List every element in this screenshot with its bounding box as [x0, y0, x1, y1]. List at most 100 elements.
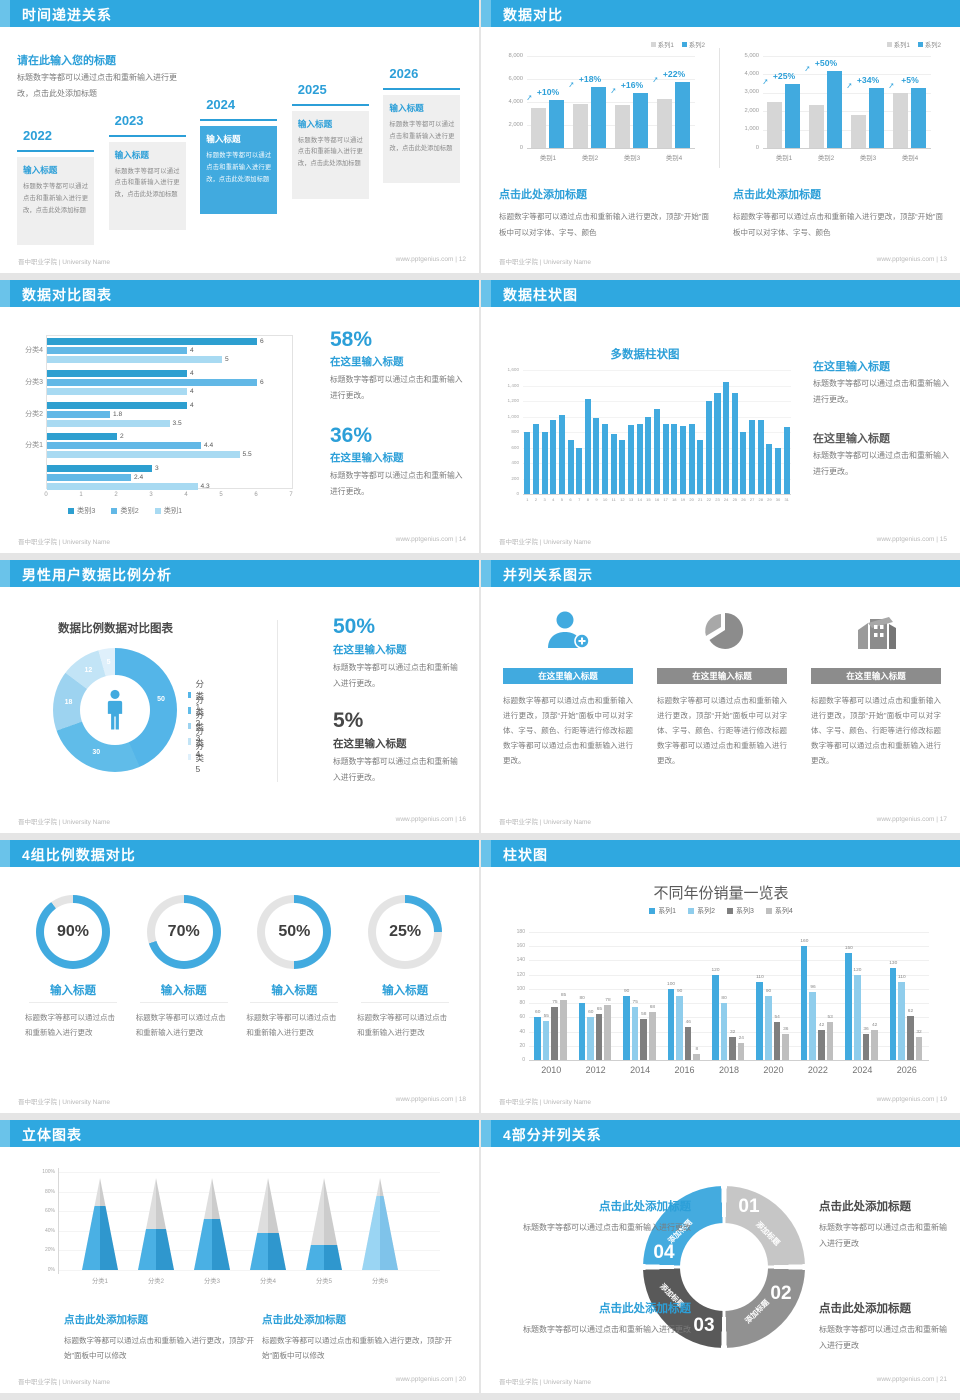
value-label: 68 — [649, 1004, 656, 1010]
chart-title: 不同年份销量一览表 — [653, 885, 789, 902]
stat-percent: 5% — [333, 709, 364, 732]
bar — [826, 1022, 834, 1060]
bar — [782, 1034, 789, 1060]
bar — [653, 408, 660, 494]
legend-swatch — [188, 707, 192, 714]
y-axis-label: 2,000 — [508, 121, 523, 128]
bar — [740, 432, 747, 494]
timeline-year-underline — [200, 119, 278, 121]
ring-hole: 50% — [265, 903, 324, 961]
x-axis-label: 20 — [689, 497, 694, 502]
value-label: 4.4 — [204, 442, 214, 450]
slide-12-timeline[interactable]: 时间递进关系 请在此输入您的标题 标题数字等都可以通过点击和重新输入进行更改，点… — [0, 0, 479, 273]
value-label: 36 — [863, 1027, 869, 1033]
block-text: 标题数字等都可以通过点击和重新输入进行更改 — [523, 1223, 691, 1232]
chart-legend: 系列1 系列2 — [886, 40, 941, 49]
slide-21-four-part-ring[interactable]: 4部分并列关系 01 02 03 04 添加标题 添加标题 添加标题 添加标题 点击此处添加标… — [481, 1120, 960, 1393]
text-block: 点击此处添加标题 标题数字等都可以通过点击和重新输入进行更改 — [496, 1198, 691, 1236]
value-label: 4 — [190, 387, 194, 395]
x-axis-label: 23 — [715, 497, 720, 502]
slide-16-donut-chart[interactable]: 男性用户数据比例分析 数据比例数据对比图表 50 30 18 12 5 分类1 分类2 分类… — [0, 560, 479, 833]
legend-item: 系列1 — [886, 40, 910, 49]
text-block: 点击此处添加标题 标题数字等都可以通过点击和重新输入进行更改 — [819, 1300, 954, 1353]
bar — [47, 410, 110, 418]
value-label: 6 — [260, 378, 264, 386]
slide-14-hbar-chart[interactable]: 数据对比图表 6 4 5 4 6 4 4 1.8 3.5 2 4.4 5.5 3 2.4 4.3 分类4 分类3… — [0, 280, 479, 553]
bar — [693, 1054, 700, 1060]
bar — [593, 418, 600, 494]
bar — [766, 443, 773, 494]
timeline-items: 2022 输入标题 标题数字等都可以通过点击和重新输入进行更改，点击此处添加标题 20… — [0, 0, 479, 273]
bar — [845, 953, 852, 1060]
slide-19-grouped-bars[interactable]: 柱状图 不同年份销量一览表 系列1 系列2 系列3 系列4 180 160 140 120 10… — [481, 840, 960, 1113]
ring-divider — [250, 1002, 339, 1003]
slide-header: 4部分并列关系 — [481, 1120, 960, 1147]
text-block: 点击此处添加标题 标题数字等都可以通过点击和重新输入进行更改 — [496, 1300, 691, 1338]
bar-series1 — [615, 105, 630, 148]
value-label: 110 — [898, 974, 906, 980]
bar-series2 — [827, 70, 842, 148]
footer-org: 晋中职业学院 | University Name — [18, 259, 110, 266]
bar — [705, 401, 712, 494]
bar — [871, 1030, 878, 1060]
bar — [567, 439, 574, 494]
x-axis-label: 2 — [534, 497, 538, 502]
bar — [619, 439, 626, 494]
slide-17-parallel-columns[interactable]: 并列关系图示 在这里输入标题 标题数字等都可以通过点击和重新输入进行更改，顶部“… — [481, 560, 960, 833]
icon-wrap — [503, 600, 633, 662]
segment-number: 02 — [770, 1283, 792, 1304]
bar — [697, 439, 704, 494]
value-label: 46 — [685, 1020, 691, 1026]
bar — [595, 1013, 603, 1060]
x-axis-label: 5 — [560, 497, 564, 502]
bar — [648, 1011, 656, 1060]
bar-series2 — [675, 82, 690, 148]
slide-header: 男性用户数据比例分析 — [0, 560, 479, 587]
legend-swatch — [188, 753, 192, 761]
bar — [818, 1030, 825, 1060]
x-axis-label: 26 — [741, 497, 746, 502]
timeline-card: 输入标题 标题数字等都可以通过点击和重新输入进行更改，点击此处添加标题 — [291, 110, 369, 199]
y-axis-label: 80% — [44, 1188, 55, 1195]
legend-item: 分类3 — [188, 709, 207, 743]
slide-15-column-chart[interactable]: 数据柱状图 多数据柱状图 1,600 1,400 1,200 1,000 800 600 4… — [481, 280, 960, 553]
bar — [47, 356, 222, 363]
stat-title: 在这里输入标题 — [330, 452, 404, 464]
progress-ring: 90% — [36, 895, 110, 969]
grid-line — [763, 111, 931, 113]
category-label: 分类4 — [25, 347, 43, 354]
grid-line — [59, 1191, 440, 1193]
header-accent-tab — [0, 560, 10, 587]
growth-label: +16% — [620, 79, 644, 90]
slide-13-data-compare[interactable]: 数据对比 系列1 系列2 8,000 6,000 4,000 2,000 0 +10% ➚ 类别1… — [481, 0, 960, 273]
slide-title: 数据对比图表 — [22, 287, 112, 303]
slide-18-progress-rings[interactable]: 4组比例数据对比 90% 输入标题 标题数字等都可以通过点击和重新输入进行更改 70%… — [0, 840, 479, 1113]
segment-number: 03 — [693, 1315, 715, 1336]
icon-wrap — [811, 600, 941, 662]
y-axis-label: 1,600 — [507, 367, 520, 372]
value-label: 120 — [853, 967, 862, 973]
slide-20-cone-chart[interactable]: 立体图表 100% 80% 60% 40% 20% 0% 分类1 分类2 分类3 分类4 分类5 分类… — [0, 1120, 479, 1393]
grid-line — [763, 129, 931, 131]
timeline-card-title: 输入标题 — [114, 149, 149, 160]
bar-series2 — [591, 87, 606, 148]
value-label: 90 — [765, 989, 772, 994]
x-axis-label: 分类3 — [203, 1278, 221, 1285]
bar — [47, 483, 198, 490]
bar-series2 — [869, 88, 884, 148]
timeline-card-text: 标题数字等都可以通过点击和重新输入进行更改，点击此处添加标题 — [206, 152, 272, 183]
growth-arrow-icon: ➚ — [803, 63, 812, 74]
header-accent-tab — [0, 840, 10, 867]
y-axis-label: 0 — [755, 144, 759, 151]
value-label: 130 — [889, 960, 898, 966]
value-label: 75 — [552, 999, 558, 1005]
donut-hole — [80, 675, 150, 745]
cone-fill — [194, 1219, 230, 1270]
stat-title: 在这里输入标题 — [813, 361, 890, 373]
footer-org: 晋中职业学院 | University Name — [18, 539, 110, 546]
rings-area: 90% 输入标题 标题数字等都可以通过点击和重新输入进行更改 70% 输入标题 标题数字等… — [0, 840, 479, 1113]
horizontal-bar-chart: 6 4 5 4 6 4 4 1.8 3.5 2 4.4 5.5 3 2.4 4.3 分类4 分类3 分类2 分类1 0… — [18, 325, 308, 525]
x-axis-label: 6 — [569, 497, 572, 502]
bar — [47, 433, 117, 441]
bar — [524, 432, 531, 494]
